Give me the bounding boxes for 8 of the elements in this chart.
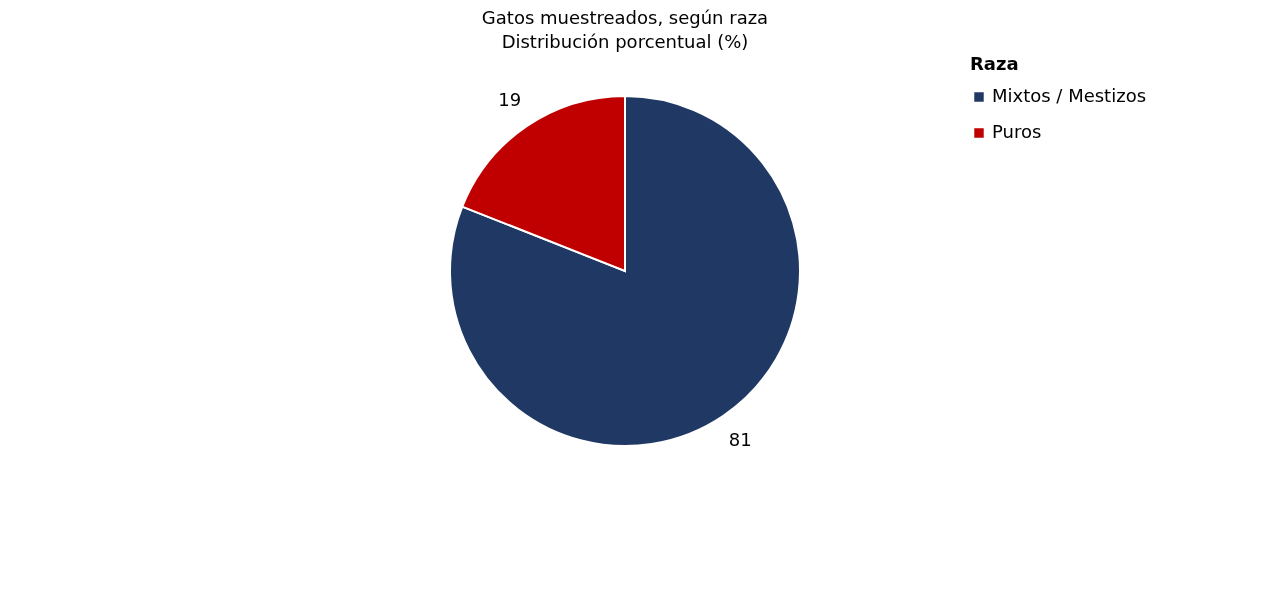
legend-label: Puros xyxy=(992,121,1042,142)
chart-subtitle: Distribución porcentual (%) xyxy=(501,31,749,52)
data-label: 81 xyxy=(728,428,752,450)
chart-title: Gatos muestreados, según raza xyxy=(481,7,769,28)
legend-label: Mixtos / Mestizos xyxy=(992,85,1147,106)
legend-title: Raza xyxy=(970,53,1019,74)
pie-slice xyxy=(449,95,801,447)
data-label: 19 xyxy=(498,89,522,111)
